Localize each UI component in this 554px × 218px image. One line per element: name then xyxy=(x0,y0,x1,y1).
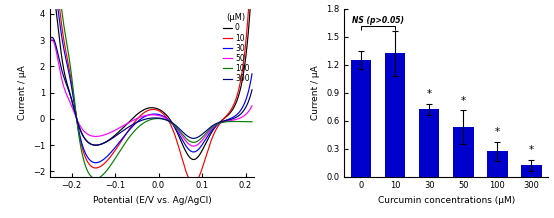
300 xyxy=(93,144,99,146)
300 xyxy=(49,36,55,39)
Text: *: * xyxy=(529,145,534,155)
30 xyxy=(57,27,64,29)
10 xyxy=(57,12,64,15)
0 xyxy=(220,118,227,120)
30 xyxy=(200,142,207,145)
10 xyxy=(199,165,206,167)
30 xyxy=(175,132,182,134)
300 xyxy=(44,45,51,48)
Text: *: * xyxy=(461,96,466,106)
10 xyxy=(168,126,175,128)
Y-axis label: Current / μA: Current / μA xyxy=(311,65,320,120)
0 xyxy=(199,148,206,150)
100 xyxy=(249,120,255,123)
100 xyxy=(200,135,207,138)
Line: 50: 50 xyxy=(48,40,252,146)
Line: 10: 10 xyxy=(48,0,252,183)
300 xyxy=(200,132,207,135)
10 xyxy=(163,116,170,119)
0 xyxy=(163,114,170,116)
10 xyxy=(190,182,197,184)
100 xyxy=(169,122,176,125)
Legend: 0, 10, 30, 50, 100, 300: 0, 10, 30, 50, 100, 300 xyxy=(222,13,250,84)
100 xyxy=(93,177,99,180)
300 xyxy=(163,119,170,121)
50 xyxy=(191,145,197,147)
Bar xyxy=(385,53,406,177)
Line: 0: 0 xyxy=(48,0,252,160)
100 xyxy=(163,119,170,122)
30 xyxy=(169,123,176,125)
300 xyxy=(221,120,228,122)
50 xyxy=(163,118,170,120)
30 xyxy=(249,73,255,75)
30 xyxy=(221,120,228,122)
X-axis label: Potential (E/V vs. Ag/AgCl): Potential (E/V vs. Ag/AgCl) xyxy=(93,196,212,205)
Bar xyxy=(351,60,371,177)
50 xyxy=(221,120,228,123)
Bar xyxy=(453,127,474,177)
30 xyxy=(163,117,170,120)
X-axis label: Curcumin concentrations (μM): Curcumin concentrations (μM) xyxy=(378,196,515,205)
300 xyxy=(169,121,176,124)
Line: 300: 300 xyxy=(48,37,252,145)
0 xyxy=(168,121,175,123)
50 xyxy=(168,122,175,124)
0 xyxy=(175,133,181,135)
Text: *: * xyxy=(495,127,500,137)
300 xyxy=(175,126,182,129)
Line: 30: 30 xyxy=(48,0,252,163)
10 xyxy=(175,143,181,146)
50 xyxy=(249,104,255,107)
Bar xyxy=(521,165,542,177)
Text: NS (p>0.05): NS (p>0.05) xyxy=(352,15,404,25)
Text: *: * xyxy=(427,89,432,99)
Line: 100: 100 xyxy=(48,0,252,179)
300 xyxy=(249,89,255,91)
50 xyxy=(49,39,55,41)
Bar xyxy=(419,109,439,177)
Bar xyxy=(487,151,507,177)
0 xyxy=(191,158,197,161)
50 xyxy=(44,50,51,53)
10 xyxy=(220,118,227,120)
0 xyxy=(57,44,64,47)
50 xyxy=(200,138,207,140)
50 xyxy=(175,129,182,132)
30 xyxy=(93,161,99,164)
300 xyxy=(57,64,64,66)
0 xyxy=(44,10,51,13)
100 xyxy=(221,121,228,123)
100 xyxy=(175,128,182,131)
50 xyxy=(57,72,64,75)
Y-axis label: Current / μA: Current / μA xyxy=(18,65,27,120)
